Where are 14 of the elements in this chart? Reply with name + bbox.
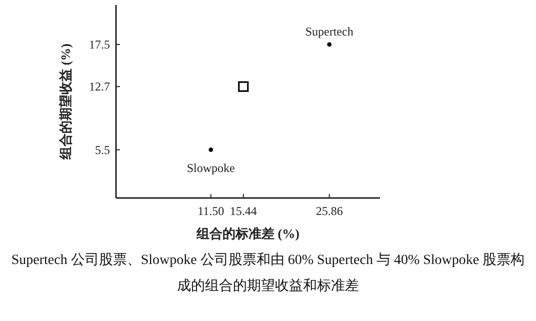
y-tick-label: 12.7 [89, 80, 110, 94]
y-tick-label: 17.5 [89, 37, 110, 52]
point [238, 81, 249, 92]
annotation: Slowpoke [186, 160, 235, 175]
x-tick-label: 25.86 [316, 204, 343, 218]
annotation: Supertech [305, 24, 354, 38]
x-axis-title: 组合的标准差 (%) [196, 226, 300, 241]
x-tick-label: 11.50 [198, 204, 224, 218]
point [327, 42, 332, 47]
x-tick-label: 15.44 [230, 204, 257, 218]
point [208, 148, 214, 152]
text: Supertech 公司股票、Slowpoke 公司股票和由 60% Supertech 与 40% Slowpoke 股票构成的组合的期望收益和标准差 [10, 252, 526, 296]
y-tick-label: 5.5 [95, 142, 110, 157]
y-axis-title: 组合的期望收益 (%) [58, 44, 73, 160]
